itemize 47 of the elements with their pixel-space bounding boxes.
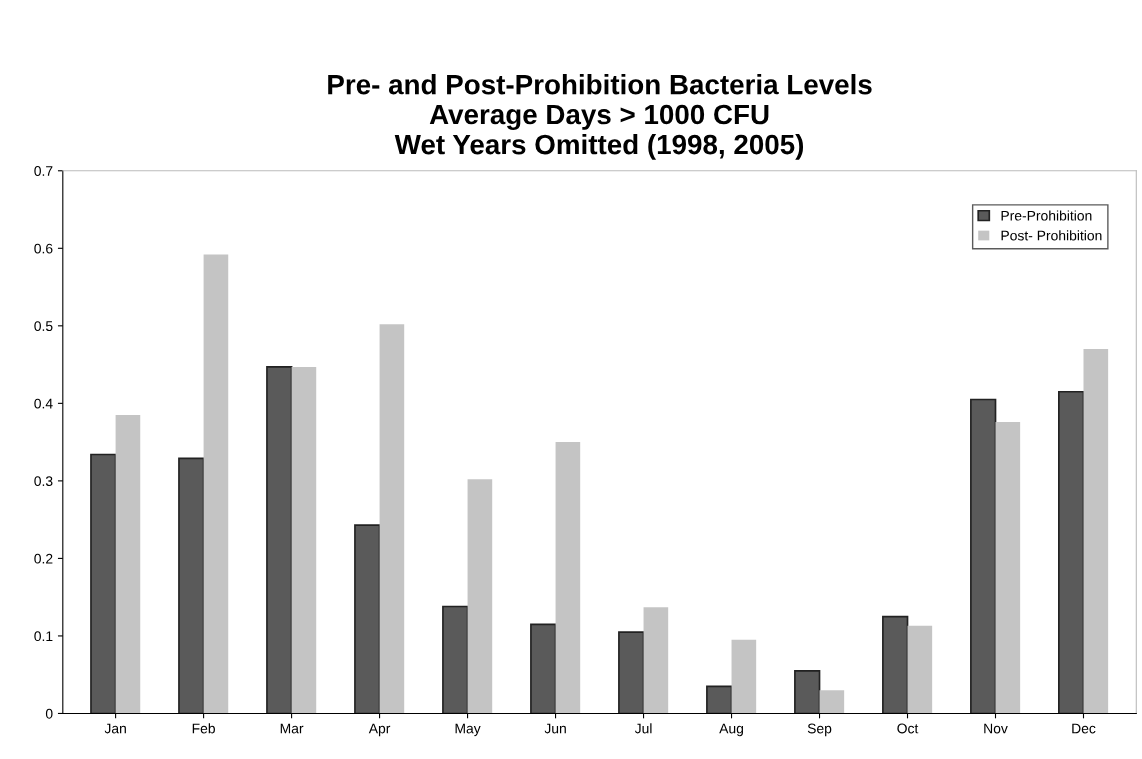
chart-title: Pre- and Post-Prohibition Bacteria Levels Average Days > 1000 CFU Wet Years Omitted (1998, 2005) xyxy=(328,74,872,160)
bar xyxy=(1083,349,1109,714)
x-tick-label: Feb xyxy=(192,723,215,734)
x-tick-label: Oct xyxy=(897,723,919,734)
bar xyxy=(819,690,845,714)
x-tick-label: Nov xyxy=(984,723,1008,734)
bar xyxy=(442,605,469,714)
bar xyxy=(643,607,669,714)
x-tick-label: Mar xyxy=(280,723,304,734)
x-tick-label: Jun xyxy=(544,723,566,734)
x-tick-label: Jul xyxy=(634,723,652,734)
y-tick-label: 0.4 xyxy=(34,398,53,409)
bar xyxy=(266,366,293,714)
legend-label: Post- Prohibition xyxy=(1001,230,1102,241)
bar xyxy=(354,524,381,714)
bar xyxy=(178,457,205,714)
bar xyxy=(1058,390,1085,714)
x-tick-label: Jan xyxy=(104,723,126,734)
bar xyxy=(882,615,909,714)
y-tick-label: 0.1 xyxy=(34,631,53,642)
x-tick-label: May xyxy=(455,723,481,737)
bar xyxy=(90,453,117,714)
x-tick-label: Sep xyxy=(807,723,832,737)
x-tick-label: Dec xyxy=(1072,723,1096,734)
bar xyxy=(970,398,997,714)
x-tick-label: Aug xyxy=(719,723,743,737)
y-tick-label: 0.2 xyxy=(34,553,53,564)
bar xyxy=(731,639,757,714)
y-tick-label: 0.6 xyxy=(34,243,53,254)
bar xyxy=(618,631,645,714)
y-tick-label: 0.5 xyxy=(34,321,53,331)
y-tick-label: 0.7 xyxy=(34,166,53,176)
bar xyxy=(467,479,493,714)
bar xyxy=(907,625,933,714)
legend-label: Pre-Prohibition xyxy=(1001,210,1092,221)
y-tick-label: 0 xyxy=(45,708,53,719)
bar xyxy=(995,421,1021,714)
bar xyxy=(379,324,405,714)
bar xyxy=(706,685,733,714)
bar xyxy=(794,669,821,714)
bar xyxy=(115,414,141,714)
y-tick-label: 0.3 xyxy=(34,476,53,487)
bar xyxy=(291,366,317,714)
bar xyxy=(555,442,581,714)
bar xyxy=(203,254,229,714)
bar xyxy=(530,623,557,714)
x-tick-label: Apr xyxy=(368,723,391,737)
